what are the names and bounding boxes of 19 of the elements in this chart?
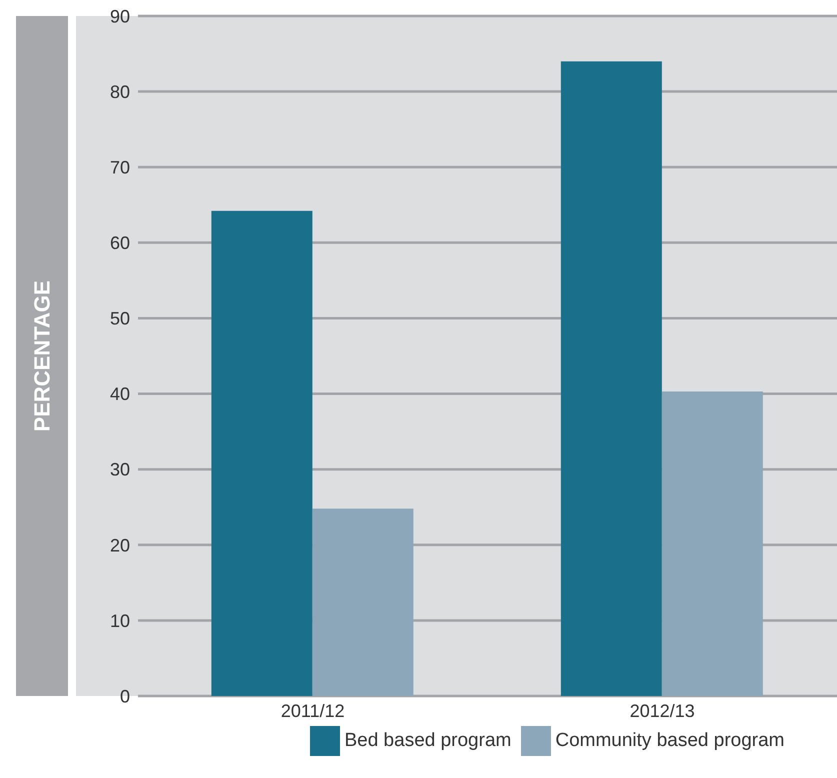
bar (211, 210, 312, 696)
legend-label: Community based program (555, 730, 785, 752)
y-tick-label: 90 (110, 6, 130, 26)
y-tick-label: 80 (110, 82, 130, 102)
y-tick-label: 40 (110, 384, 130, 404)
y-tick-label: 10 (110, 610, 130, 631)
bar (662, 392, 763, 696)
bar (312, 508, 414, 696)
legend-label: Bed based program (344, 730, 512, 752)
y-axis-title: PERCENTAGE (30, 280, 54, 432)
y-tick-label: 50 (110, 308, 130, 329)
y-tick-label: 30 (110, 460, 130, 480)
x-tick-label: 2011/12 (280, 700, 345, 721)
y-tick-label: 0 (120, 686, 130, 706)
y-tick-label: 60 (110, 233, 130, 254)
y-tick-label: 20 (110, 535, 130, 556)
y-tick-label: 70 (110, 158, 130, 178)
bar (560, 61, 662, 696)
x-tick-label: 2012/13 (630, 700, 695, 721)
